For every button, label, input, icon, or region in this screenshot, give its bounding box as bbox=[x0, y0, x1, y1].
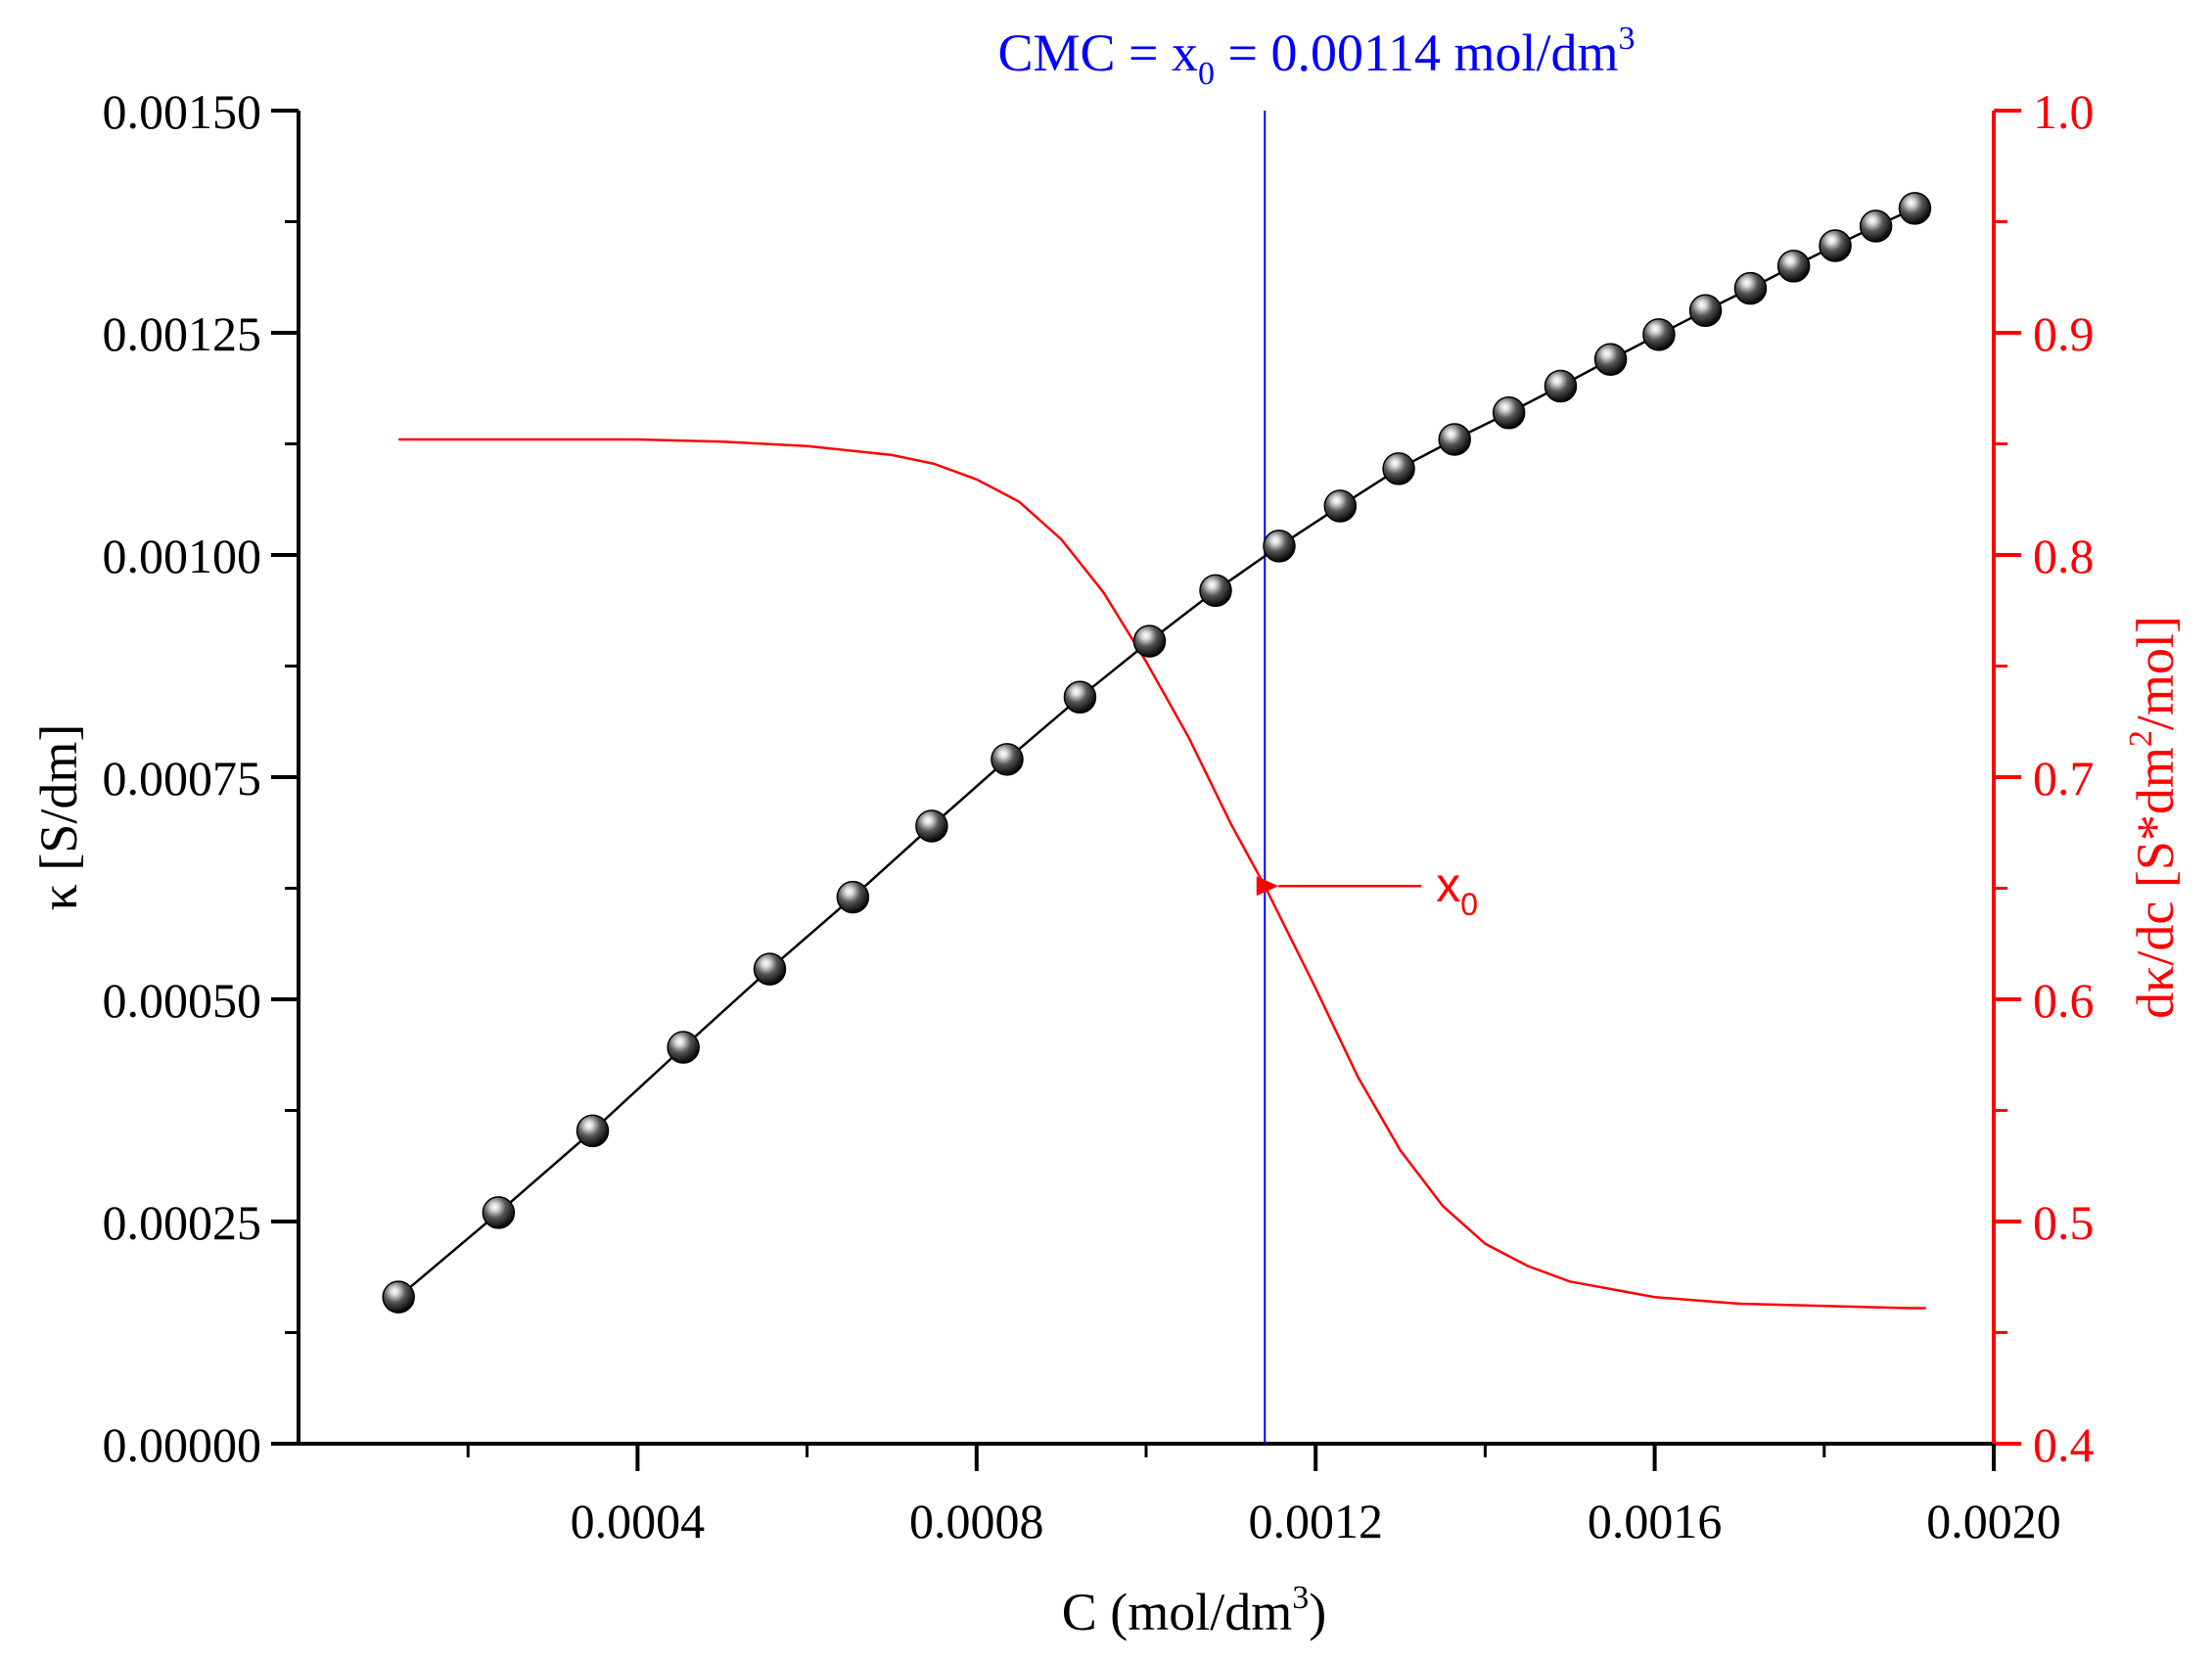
x-tick-label: 0.0008 bbox=[909, 1494, 1044, 1548]
y-right-tick-label: 0.5 bbox=[2033, 1195, 2095, 1250]
conductivity-point bbox=[1132, 624, 1167, 658]
conductivity-point bbox=[753, 952, 787, 986]
conductivity-point-marker bbox=[1642, 318, 1676, 351]
conductivity-point-marker bbox=[667, 1031, 700, 1064]
conductivity-point bbox=[482, 1196, 516, 1229]
conductivity-point bbox=[1544, 369, 1578, 403]
conductivity-point bbox=[1733, 271, 1768, 305]
conductivity-point-marker bbox=[836, 880, 870, 914]
annotation-x0-subscript: 0 bbox=[1460, 887, 1478, 922]
y-left-tick-label: 0.00125 bbox=[103, 306, 262, 361]
y-axis-left-label: κ [S/dm] bbox=[29, 724, 88, 911]
conductivity-point-marker bbox=[1063, 680, 1097, 715]
conductivity-point bbox=[1438, 423, 1471, 456]
chart-title-superscript: 3 bbox=[1618, 21, 1635, 57]
conductivity-point bbox=[1199, 574, 1232, 608]
x-tick-label: 0.0020 bbox=[1926, 1494, 2061, 1548]
conductivity-point bbox=[1263, 530, 1296, 563]
conductivity-point-marker bbox=[382, 1280, 415, 1314]
x-tick-label: 0.0004 bbox=[571, 1494, 706, 1548]
y-right-tick-label: 0.8 bbox=[2033, 529, 2095, 583]
conductivity-point-marker bbox=[753, 952, 787, 986]
y-axis-right-label: dκ/dc [S*dm2/mol] bbox=[2123, 616, 2185, 1019]
x-axis-label-text: C (mol/dm bbox=[1062, 1583, 1293, 1641]
y-left-tick-label: 0.00050 bbox=[103, 973, 262, 1028]
conductivity-point bbox=[1382, 452, 1415, 485]
y-axis-left-label-text: κ [S/dm] bbox=[29, 724, 88, 911]
y-right-tick-label: 0.6 bbox=[2033, 973, 2095, 1028]
y-left-tick-label: 0.00025 bbox=[103, 1195, 262, 1250]
conductivity-point-marker bbox=[1593, 343, 1628, 376]
y-left-tick-label: 0.00150 bbox=[103, 84, 262, 139]
conductivity-point bbox=[1859, 209, 1893, 243]
conductivity-point bbox=[1819, 229, 1852, 262]
conductivity-point-marker bbox=[1819, 229, 1852, 262]
conductivity-point-marker bbox=[1898, 192, 1932, 225]
conductivity-point-marker bbox=[1263, 530, 1296, 563]
conductivity-point bbox=[836, 880, 870, 914]
conductivity-point-marker bbox=[482, 1196, 516, 1229]
conductivity-point-marker bbox=[991, 743, 1024, 776]
x-tick-label: 0.0012 bbox=[1248, 1494, 1383, 1548]
y-left-tick-label: 0.00000 bbox=[103, 1417, 262, 1472]
conductivity-point bbox=[1063, 680, 1097, 715]
conductivity-point-marker bbox=[1199, 574, 1232, 608]
conductivity-point-marker bbox=[1438, 423, 1471, 456]
conductivity-point bbox=[1492, 395, 1526, 430]
chart-title-value: = 0.00114 mol/dm bbox=[1215, 23, 1618, 82]
conductivity-point bbox=[1642, 318, 1676, 351]
chart-title: CMC = x0 = 0.00114 mol/dm3 bbox=[998, 21, 1636, 92]
conductivity-point bbox=[576, 1114, 610, 1148]
conductivity-point-marker bbox=[1382, 452, 1415, 485]
annotation-x0-label: x0 bbox=[1436, 857, 1478, 922]
conductivity-point-marker bbox=[1132, 624, 1167, 658]
x-tick-label: 0.0016 bbox=[1588, 1494, 1723, 1548]
conductivity-point-marker bbox=[1688, 294, 1723, 328]
y-left-tick-label: 0.00100 bbox=[103, 529, 262, 583]
y-right-tick-label: 0.7 bbox=[2033, 751, 2095, 806]
conductivity-point bbox=[1776, 250, 1811, 283]
conductivity-point-marker bbox=[1733, 271, 1768, 305]
x-axis-label-close: ) bbox=[1309, 1583, 1326, 1641]
y-right-tick-label: 1.0 bbox=[2033, 84, 2095, 139]
conductivity-point bbox=[382, 1280, 415, 1314]
chart-title-subscript: 0 bbox=[1198, 56, 1215, 92]
y-right-tick-label: 0.4 bbox=[2033, 1417, 2095, 1472]
annotation-x0-text: x bbox=[1436, 857, 1460, 912]
chart-title-text: CMC = x bbox=[998, 23, 1199, 82]
conductivity-point-marker bbox=[576, 1114, 610, 1148]
conductivity-point bbox=[667, 1031, 700, 1064]
y-axis-right-label-suffix: /mol] bbox=[2126, 616, 2185, 730]
conductivity-point bbox=[1323, 489, 1358, 523]
y-axis-right-label-superscript: 2 bbox=[2123, 730, 2159, 747]
conductivity-point-marker bbox=[1859, 209, 1893, 243]
conductivity-point bbox=[1898, 192, 1932, 225]
conductivity-point-marker bbox=[1544, 369, 1578, 403]
conductivity-point-marker bbox=[1492, 395, 1526, 430]
y-right-tick-label: 0.9 bbox=[2033, 306, 2095, 361]
series-layer bbox=[382, 111, 1932, 1444]
conductivity-point bbox=[1593, 343, 1628, 376]
derivative-curve bbox=[398, 438, 1926, 1310]
x-axis-label-superscript: 3 bbox=[1292, 1580, 1309, 1616]
y-axis-right-label-prefix: dκ/dc [S*dm bbox=[2126, 747, 2185, 1019]
conductivity-point bbox=[1688, 294, 1723, 328]
conductivity-point-marker bbox=[1776, 250, 1811, 283]
x-axis-label: C (mol/dm3) bbox=[1062, 1580, 1327, 1641]
conductivity-point-marker bbox=[915, 809, 948, 843]
y-left-tick-label: 0.00075 bbox=[103, 751, 262, 806]
axes-layer: 0.00000 0.00025 0.00050 0.00075 0.00100 0.001… bbox=[103, 84, 2095, 1548]
conductivity-line bbox=[397, 207, 1916, 1299]
conductivity-point bbox=[991, 743, 1024, 776]
conductivity-point-marker bbox=[1323, 489, 1358, 523]
conductivity-point bbox=[915, 809, 948, 843]
